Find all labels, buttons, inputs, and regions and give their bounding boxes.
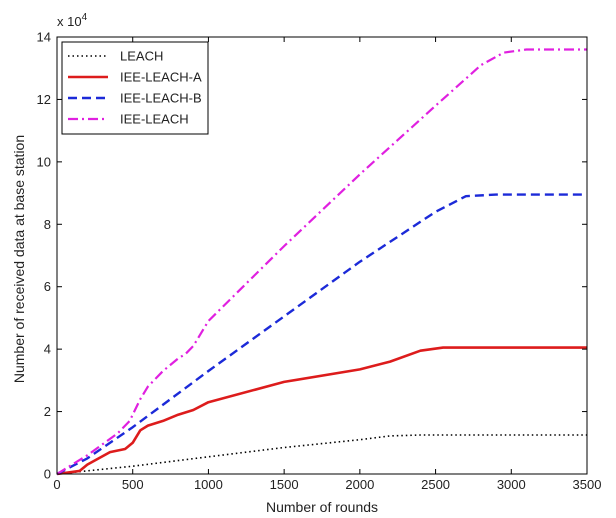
y-tick-label: 6: [44, 279, 51, 294]
y-tick-label: 8: [44, 217, 51, 232]
series-line-iee-leach: [56, 48, 587, 475]
x-tick-label: 3000: [497, 477, 526, 492]
legend-box: [61, 41, 209, 135]
legend-label: IEE-LEACH-B: [120, 91, 202, 106]
x-tick-label: 2500: [421, 477, 450, 492]
x-tick-label: 1000: [194, 477, 223, 492]
y-multiplier-label: x 104: [57, 12, 88, 29]
axes-frame: [56, 36, 588, 475]
series-line-iee-leach-b: [56, 193, 587, 476]
x-tick-label: 2000: [345, 477, 374, 492]
legend-label: IEE-LEACH: [120, 112, 189, 127]
y-tick-label: 4: [44, 342, 51, 357]
y-axis-label: Number of received data at base station: [11, 135, 27, 383]
x-tick-label: 500: [122, 477, 144, 492]
y-tick-label: 2: [44, 404, 51, 419]
y-multiplier-base: x 10: [57, 14, 82, 29]
series-line-leach: [56, 434, 587, 475]
y-tick-label: 10: [37, 154, 51, 169]
series-line-iee-leach-a: [56, 346, 587, 476]
y-tick-label: 12: [37, 92, 51, 107]
x-tick-label: 3500: [573, 477, 602, 492]
y-multiplier-exponent: 4: [82, 12, 88, 23]
y-tick-label: 14: [37, 30, 51, 45]
legend-label: LEACH: [120, 49, 163, 64]
x-tick-label: 0: [53, 477, 60, 492]
plot-area: [56, 48, 587, 476]
x-axis-label: Number of rounds: [266, 499, 378, 515]
y-tick-label: 0: [44, 467, 51, 482]
legend-label: IEE-LEACH-A: [120, 70, 202, 85]
legend: LEACH IEE-LEACH-A IEE-LEACH-B IEE-LEACH: [61, 41, 209, 135]
x-tick-label: 1500: [270, 477, 299, 492]
axes: 0 500 1000 1500 2000 2500 3000 3500 0 2 4 6 8 10 12 14: [37, 30, 602, 493]
